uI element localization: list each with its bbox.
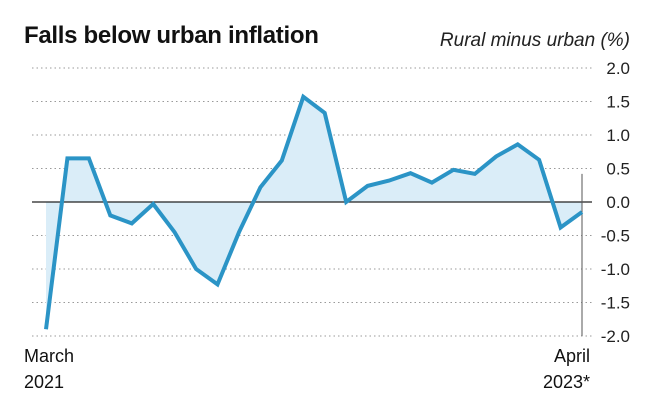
x-end-label: April 2023* bbox=[543, 343, 590, 395]
chart-title: Falls below urban inflation bbox=[24, 22, 319, 49]
y-tick-label: -1.5 bbox=[601, 294, 630, 313]
y-axis-label: Rural minus urban (%) bbox=[439, 30, 630, 51]
x-start-year: 2021 bbox=[24, 372, 65, 392]
y-tick-label: -0.5 bbox=[601, 227, 630, 246]
y-tick-label: 0.0 bbox=[606, 193, 630, 212]
y-tick-label: 1.0 bbox=[606, 126, 630, 145]
y-tick-label: 2.0 bbox=[606, 59, 630, 78]
series-line bbox=[44, 93, 584, 330]
x-end-year: 2023* bbox=[542, 372, 590, 392]
y-tick-label: 1.5 bbox=[606, 93, 630, 112]
x-end-month: April bbox=[553, 346, 590, 366]
y-tick-labels: 2.0 1.5 1.0 0.5 0.0 -0.5 -1.0 -1.5 -2.0 bbox=[601, 59, 630, 346]
y-tick-label: 0.5 bbox=[606, 160, 630, 179]
x-start-label: March 2021 bbox=[24, 343, 74, 395]
series-area-fill bbox=[46, 96, 582, 330]
y-tick-label: -2.0 bbox=[601, 327, 630, 346]
y-tick-label: -1.0 bbox=[601, 260, 630, 279]
x-start-month: March bbox=[24, 346, 75, 366]
